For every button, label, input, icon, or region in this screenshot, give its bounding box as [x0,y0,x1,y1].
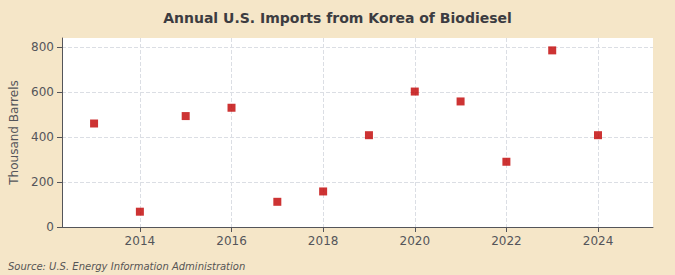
svg-text:200: 200 [31,175,54,189]
svg-text:0: 0 [46,220,54,234]
svg-text:2024: 2024 [583,234,614,248]
svg-text:400: 400 [31,130,54,144]
svg-text:2016: 2016 [216,234,247,248]
svg-text:2020: 2020 [399,234,430,248]
svg-text:800: 800 [31,40,54,54]
svg-text:2018: 2018 [308,234,339,248]
svg-text:600: 600 [31,85,54,99]
svg-text:2022: 2022 [491,234,522,248]
svg-text:2014: 2014 [125,234,156,248]
svg-text:Source: U.S. Energy Informatio: Source: U.S. Energy Information Administ… [8,261,245,272]
svg-text:Annual U.S. Imports from Korea: Annual U.S. Imports from Korea of Biodie… [163,10,512,26]
svg-text:Thousand Barrels: Thousand Barrels [7,80,21,185]
